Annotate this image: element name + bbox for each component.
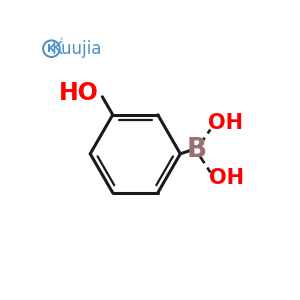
- Text: K: K: [47, 44, 56, 54]
- Text: OH: OH: [209, 168, 244, 188]
- Text: B: B: [186, 137, 206, 163]
- Text: OH: OH: [208, 112, 243, 133]
- Text: HO: HO: [59, 81, 99, 105]
- Text: Kuujia: Kuujia: [52, 40, 102, 58]
- Text: °: °: [59, 38, 63, 44]
